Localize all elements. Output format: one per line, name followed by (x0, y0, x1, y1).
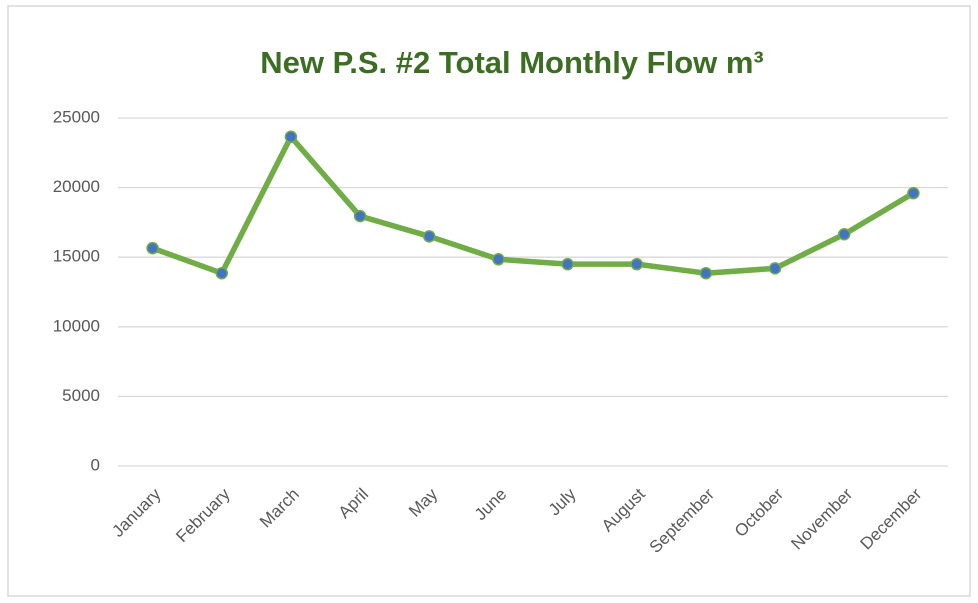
marker (630, 257, 643, 271)
marker (284, 130, 298, 144)
marker (561, 257, 574, 271)
y-tick-label: 15000 (53, 247, 100, 266)
marker (215, 266, 228, 280)
marker (423, 230, 436, 243)
y-tick-label: 25000 (53, 107, 100, 126)
y-tick-label: 0 (91, 455, 100, 474)
marker (353, 209, 367, 223)
y-tick-label: 5000 (62, 386, 100, 405)
marker (492, 253, 505, 266)
marker (838, 227, 851, 241)
marker (768, 262, 782, 275)
y-tick-label: 10000 (53, 316, 100, 335)
y-tick-label: 20000 (53, 177, 100, 196)
marker (146, 241, 159, 255)
chart-title: New P.S. #2 Total Monthly Flow m³ (260, 45, 764, 80)
marker (907, 186, 920, 200)
marker (699, 266, 713, 280)
line (149, 134, 917, 276)
chart-frame (7, 5, 971, 597)
